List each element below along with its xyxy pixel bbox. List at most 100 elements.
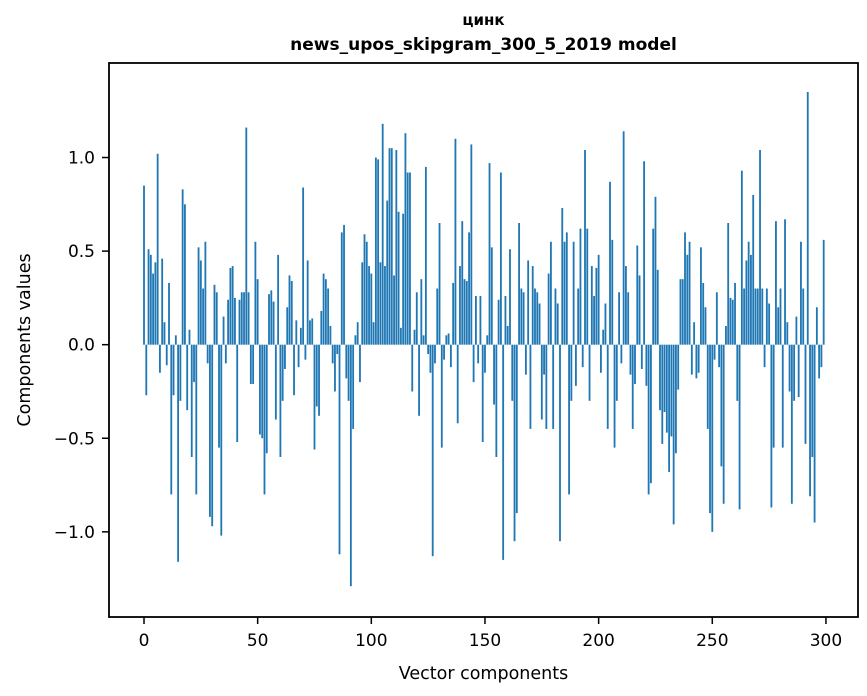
bar — [809, 344, 811, 497]
bar — [729, 297, 732, 345]
bar — [636, 245, 639, 345]
bar — [509, 249, 511, 345]
bar — [622, 131, 625, 345]
bar — [277, 254, 280, 345]
bar — [497, 299, 500, 345]
y-tick-label: −0.5 — [54, 429, 95, 449]
bar — [679, 279, 682, 345]
bar — [663, 344, 666, 413]
bar — [588, 344, 591, 401]
bar — [515, 344, 518, 514]
bar — [590, 266, 593, 345]
bar — [315, 344, 318, 407]
bar — [586, 228, 589, 345]
bar — [379, 262, 382, 345]
bar — [713, 344, 716, 360]
bar — [474, 296, 477, 345]
bar — [595, 267, 598, 345]
bar — [186, 344, 189, 411]
bar — [747, 241, 750, 345]
bar — [704, 307, 707, 345]
bar — [620, 344, 623, 364]
bar — [284, 344, 286, 370]
bar — [470, 144, 473, 345]
bar — [381, 123, 384, 345]
bar — [565, 232, 568, 345]
bar — [645, 344, 648, 386]
bar — [184, 204, 186, 345]
bar — [534, 288, 536, 345]
bar — [709, 344, 711, 514]
bar — [631, 344, 634, 429]
bar — [372, 322, 375, 345]
bar — [513, 344, 516, 542]
bar — [243, 292, 245, 345]
bar — [677, 344, 680, 390]
bar — [647, 344, 650, 495]
y-axis-ticks: 1.0 0.5 0.0 −0.5 −1.0 — [54, 149, 109, 543]
bar — [306, 260, 309, 345]
bar — [768, 303, 771, 345]
bar — [145, 344, 148, 396]
bar — [163, 322, 166, 345]
bar — [286, 307, 289, 345]
bar — [168, 282, 170, 345]
bar — [529, 344, 532, 429]
bar — [581, 344, 584, 368]
bar — [527, 260, 530, 345]
bar — [415, 292, 418, 345]
bars-group — [143, 92, 825, 587]
bar — [802, 288, 805, 345]
bar — [252, 344, 255, 384]
bar — [424, 166, 427, 345]
bar — [240, 292, 243, 345]
bar — [822, 239, 825, 345]
bar — [570, 344, 573, 401]
bar — [313, 344, 316, 450]
bar — [543, 344, 545, 375]
y-tick-label: 0.0 — [68, 336, 95, 356]
bar — [734, 282, 736, 345]
bar — [549, 241, 552, 345]
bar — [402, 213, 405, 345]
y-axis-label: Components values — [15, 253, 35, 426]
bar — [606, 344, 609, 429]
bar — [211, 344, 214, 527]
bar — [288, 275, 291, 345]
bar — [804, 344, 807, 444]
bar — [613, 344, 616, 448]
bar — [711, 344, 714, 532]
bar — [772, 344, 775, 448]
bar — [538, 303, 541, 345]
bar — [697, 344, 700, 373]
bar — [338, 344, 341, 555]
bar — [154, 262, 157, 345]
bar — [363, 234, 366, 345]
bar — [143, 185, 145, 345]
bar — [411, 344, 414, 392]
bar — [436, 288, 439, 345]
bar — [174, 335, 177, 345]
bar — [618, 292, 620, 345]
bar — [318, 344, 320, 416]
bar — [536, 292, 539, 345]
bar — [518, 223, 520, 345]
bar — [418, 344, 420, 416]
bar — [686, 254, 689, 345]
x-tick-label: 100 — [355, 631, 387, 651]
bar — [270, 290, 273, 345]
bar — [345, 344, 348, 379]
chart-suptitle: цинк — [462, 11, 504, 29]
bar — [199, 260, 202, 345]
bar — [429, 344, 432, 373]
bar — [222, 316, 225, 345]
bar — [702, 282, 705, 345]
bar — [761, 288, 764, 345]
bar — [754, 288, 757, 345]
bar — [625, 266, 627, 345]
bar — [227, 299, 230, 345]
bar — [654, 196, 657, 345]
bar — [793, 344, 796, 401]
bar — [634, 344, 636, 384]
bar — [547, 273, 550, 345]
